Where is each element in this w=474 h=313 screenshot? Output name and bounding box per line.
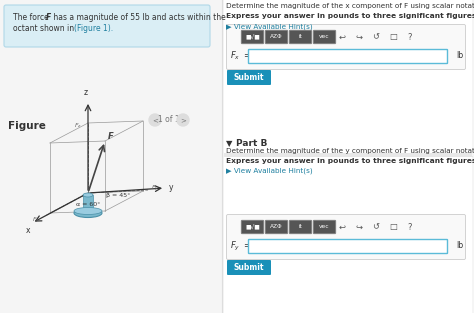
Text: octant shown in: octant shown in — [13, 24, 76, 33]
Text: The force: The force — [13, 13, 51, 22]
FancyBboxPatch shape — [265, 220, 288, 234]
Text: $F_y$: $F_y$ — [151, 184, 159, 194]
Text: z: z — [84, 88, 88, 97]
Circle shape — [177, 114, 189, 126]
Text: ■√■: ■√■ — [245, 34, 260, 40]
Text: $F_y$: $F_y$ — [230, 239, 240, 253]
Text: it: it — [299, 34, 302, 39]
Text: =: = — [243, 242, 250, 250]
FancyBboxPatch shape — [265, 30, 288, 44]
Text: ↺: ↺ — [373, 33, 380, 42]
Text: ?: ? — [408, 223, 412, 232]
Text: Determine the magnitude of the x component of F using scalar notation.: Determine the magnitude of the x compone… — [226, 3, 474, 9]
Text: x: x — [26, 226, 30, 235]
FancyBboxPatch shape — [289, 220, 312, 234]
Ellipse shape — [74, 208, 102, 214]
FancyBboxPatch shape — [227, 70, 271, 85]
Circle shape — [149, 114, 161, 126]
Text: 1 of 1: 1 of 1 — [158, 115, 180, 125]
Text: ?: ? — [408, 33, 412, 42]
Text: Express your answer in pounds to three significant figures.: Express your answer in pounds to three s… — [226, 158, 474, 164]
Text: ↩: ↩ — [338, 33, 346, 42]
Text: α = 60°: α = 60° — [76, 202, 100, 207]
Text: lb: lb — [456, 242, 464, 250]
FancyBboxPatch shape — [241, 30, 264, 44]
FancyBboxPatch shape — [227, 24, 465, 69]
Text: ↪: ↪ — [356, 223, 363, 232]
Text: vec: vec — [319, 34, 330, 39]
Text: ▶ View Available Hint(s): ▶ View Available Hint(s) — [226, 23, 313, 29]
Text: $F_x$: $F_x$ — [230, 50, 240, 62]
FancyBboxPatch shape — [313, 220, 336, 234]
Text: Part B: Part B — [236, 139, 267, 148]
Text: □: □ — [389, 223, 397, 232]
Text: ↪: ↪ — [356, 33, 363, 42]
Text: ■√■: ■√■ — [245, 224, 260, 230]
Text: Express your answer in pounds to three significant figures.: Express your answer in pounds to three s… — [226, 13, 474, 19]
Text: β = 45°: β = 45° — [106, 193, 130, 198]
Text: ↺: ↺ — [373, 223, 380, 232]
Bar — [224, 153, 472, 156]
Text: >: > — [180, 117, 186, 123]
Polygon shape — [83, 195, 93, 211]
FancyBboxPatch shape — [227, 214, 465, 259]
Text: ↩: ↩ — [338, 223, 346, 232]
FancyBboxPatch shape — [241, 220, 264, 234]
Text: F: F — [108, 132, 114, 141]
Text: ▼: ▼ — [226, 139, 233, 148]
Text: (Figure 1).: (Figure 1). — [74, 24, 113, 33]
Text: =: = — [243, 52, 250, 60]
Text: $F_z$: $F_z$ — [74, 121, 82, 130]
FancyBboxPatch shape — [4, 5, 210, 47]
Bar — [224, 0, 472, 313]
FancyBboxPatch shape — [248, 49, 447, 64]
Text: lb: lb — [456, 52, 464, 60]
Text: Determine the magnitude of the y component of F using scalar notation.: Determine the magnitude of the y compone… — [226, 148, 474, 154]
Text: y: y — [169, 183, 173, 192]
Text: has a magnitude of 55 lb and acts within the: has a magnitude of 55 lb and acts within… — [51, 13, 226, 22]
FancyBboxPatch shape — [227, 260, 271, 275]
Text: □: □ — [389, 33, 397, 42]
Text: AZΦ: AZΦ — [270, 224, 283, 229]
Ellipse shape — [83, 193, 93, 197]
Text: it: it — [299, 224, 302, 229]
FancyBboxPatch shape — [289, 30, 312, 44]
Text: vec: vec — [319, 224, 330, 229]
Text: ▶ View Available Hint(s): ▶ View Available Hint(s) — [226, 168, 313, 175]
FancyBboxPatch shape — [248, 239, 447, 254]
Text: F: F — [46, 13, 51, 22]
Text: <: < — [152, 117, 158, 123]
Text: $F_x$: $F_x$ — [32, 215, 40, 224]
Text: Submit: Submit — [234, 264, 264, 273]
FancyBboxPatch shape — [313, 30, 336, 44]
Text: Submit: Submit — [234, 74, 264, 83]
Ellipse shape — [74, 208, 102, 218]
Text: AZΦ: AZΦ — [270, 34, 283, 39]
Text: Figure: Figure — [8, 121, 46, 131]
